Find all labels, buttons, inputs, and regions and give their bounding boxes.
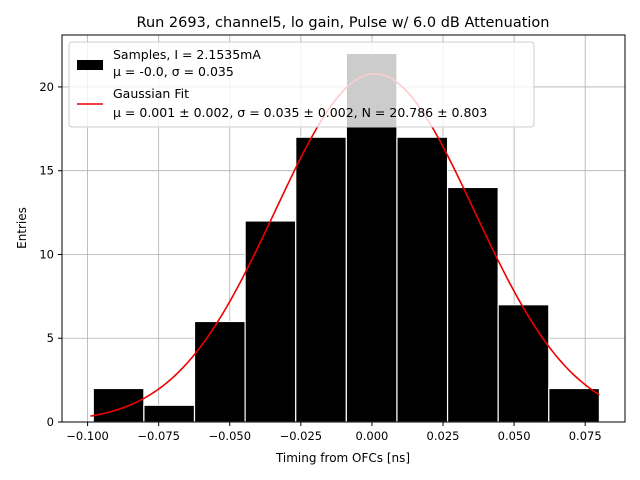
legend-histogram-swatch [77,60,103,70]
y-tick-label: 10 [39,247,54,261]
plot-frame [61,34,626,423]
x-tick-label: 0.025 [427,429,460,443]
legend-box [68,41,535,128]
histogram-bar [396,136,449,423]
chart-title: Run 2693, channel5, lo gain, Pulse w/ 6.… [137,15,550,31]
legend-fit-stats: μ = 0.001 ± 0.002, σ = 0.035 ± 0.002, N … [113,105,487,120]
histogram-bar [497,304,550,423]
x-axis-label: Timing from OFCs [ns] [275,451,410,465]
legend: Samples, I = 2.1535mA μ = -0.0, σ = 0.03… [68,41,535,128]
histogram-bar [92,387,145,423]
histogram-bar [548,387,601,423]
x-tick-label: −0.025 [280,429,323,443]
x-axis-ticks: −0.100 −0.075 −0.050 −0.025 0.000 0.025 0.050 0… [66,422,602,443]
histogram-bar [143,404,196,423]
x-tick-label: −0.050 [208,429,251,443]
x-tick-label: 0.000 [355,429,388,443]
y-tick-label: 20 [39,80,54,94]
legend-fit-label: Gaussian Fit [113,86,189,101]
y-axis-ticks: 0 5 10 15 20 [39,80,62,429]
y-tick-label: 15 [39,164,54,178]
histogram-bar [295,136,347,423]
histogram-bar [244,220,297,423]
histogram-bar [446,186,499,423]
x-tick-label: −0.075 [137,429,180,443]
x-tick-label: 0.075 [569,429,602,443]
legend-histogram-stats: μ = -0.0, σ = 0.035 [113,64,234,79]
histogram-bar [193,320,246,423]
y-tick-label: 5 [47,331,54,345]
y-axis-label: Entries [15,207,29,249]
x-tick-label: −0.100 [66,429,109,443]
x-tick-label: 0.050 [498,429,531,443]
y-tick-label: 0 [47,415,54,429]
legend-histogram-label: Samples, I = 2.1535mA [113,47,261,62]
